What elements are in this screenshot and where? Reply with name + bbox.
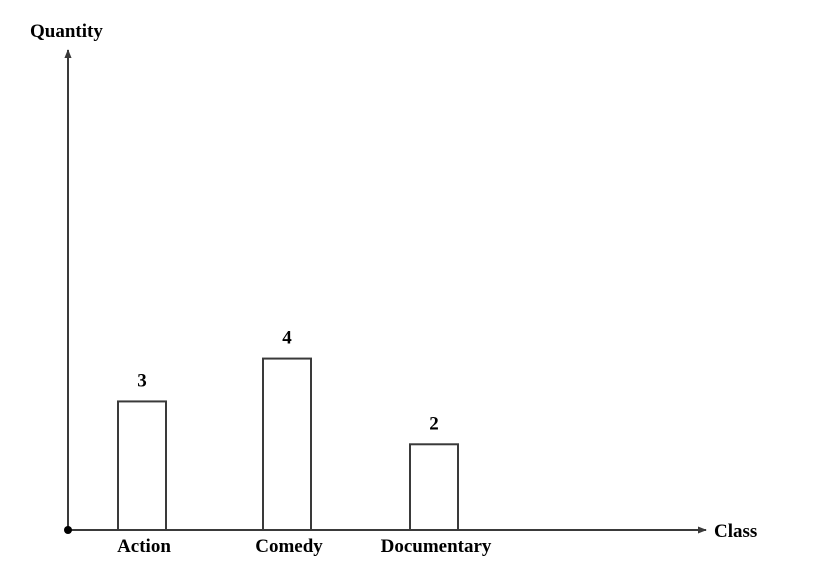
labels-group: 3 Action 4 Comedy 2 Documentary: [117, 328, 492, 557]
origin-point: [64, 526, 72, 534]
bar-action: [117, 400, 167, 531]
tick-label-comedy: Comedy: [255, 536, 323, 557]
data-label-comedy: 4: [282, 328, 292, 349]
bars-group: [117, 357, 459, 532]
bar-documentary: [409, 443, 459, 531]
y-axis-label: Quantity: [30, 21, 103, 42]
tick-label-action: Action: [117, 536, 171, 557]
data-label-action: 3: [137, 370, 147, 391]
tick-label-documentary: Documentary: [381, 536, 492, 557]
bar-comedy: [262, 357, 312, 532]
data-label-documentary: 2: [429, 413, 439, 434]
x-axis-label: Class: [714, 521, 757, 542]
